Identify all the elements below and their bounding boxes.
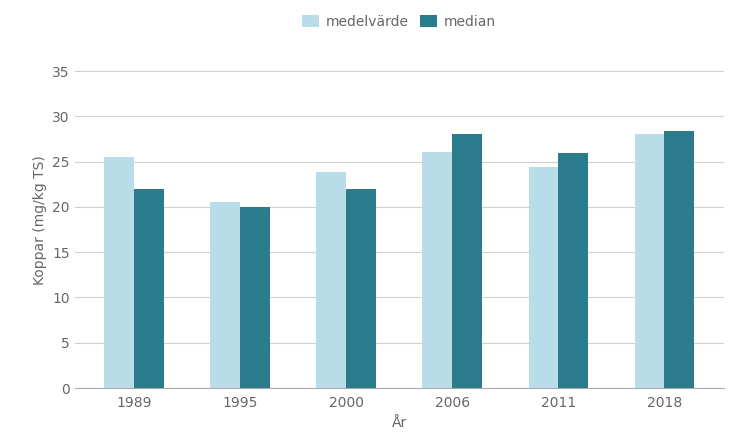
Bar <box>346 189 376 388</box>
Bar <box>558 153 588 388</box>
X-axis label: År: År <box>392 416 407 430</box>
Y-axis label: Koppar (mg/kg TS): Koppar (mg/kg TS) <box>33 156 46 285</box>
Bar <box>104 157 134 388</box>
Bar <box>452 134 482 388</box>
Bar <box>665 131 694 388</box>
Bar <box>240 207 269 388</box>
Bar <box>529 167 558 388</box>
Bar <box>134 189 163 388</box>
Legend: medelvärde, median: medelvärde, median <box>297 9 501 34</box>
Bar <box>635 134 665 388</box>
Bar <box>210 202 240 388</box>
Bar <box>422 152 452 388</box>
Bar <box>316 172 346 388</box>
